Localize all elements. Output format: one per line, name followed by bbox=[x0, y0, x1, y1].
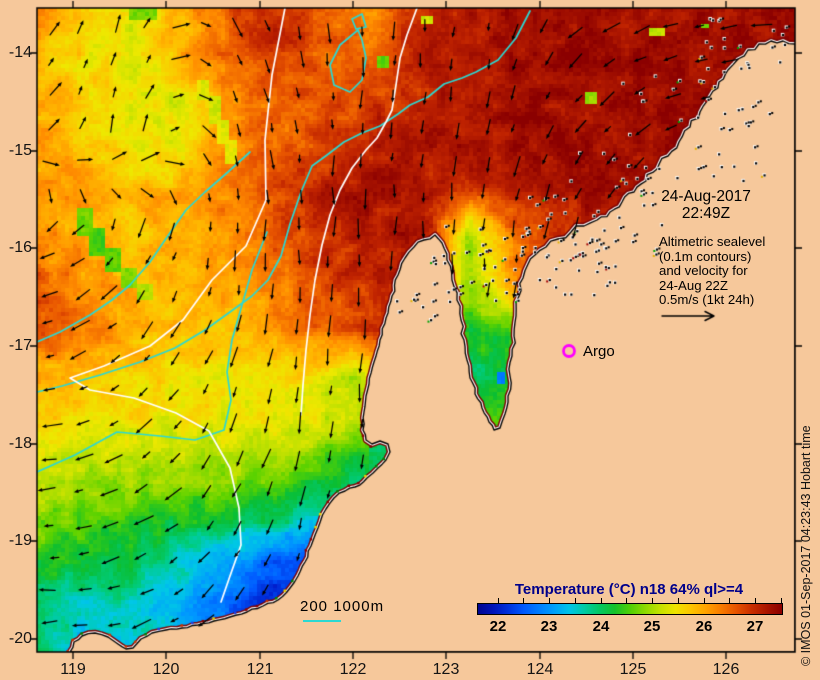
sealevel-info-line: and velocity for bbox=[659, 263, 748, 279]
y-tick-label: -17 bbox=[8, 337, 32, 354]
colorbar-tick-label: 23 bbox=[540, 618, 558, 635]
colorbar: Temperature (°C) n18 64% ql>=4 22 23 24 25 2… bbox=[477, 581, 783, 637]
timestamp-date: 24-Aug-2017 bbox=[661, 188, 751, 205]
colorbar-tick bbox=[601, 598, 602, 603]
x-tick-label: 121 bbox=[246, 661, 274, 678]
sealevel-info-line: Altimetric sealevel bbox=[659, 234, 766, 249]
colorbar-tick-label: 26 bbox=[695, 618, 713, 635]
colorbar-tick-label: 27 bbox=[746, 618, 764, 635]
x-tick-label: 120 bbox=[152, 661, 180, 678]
colorbar-tick bbox=[755, 598, 756, 603]
argo-label: Argo bbox=[583, 343, 615, 360]
colorbar-tick bbox=[781, 598, 782, 603]
timestamp-time: 22:49Z bbox=[681, 205, 731, 222]
x-tick-label: 124 bbox=[526, 661, 554, 678]
colorbar-tick bbox=[678, 598, 679, 603]
y-tick-label: -15 bbox=[8, 142, 32, 159]
y-tick-label: -16 bbox=[8, 239, 32, 256]
x-tick-label: 123 bbox=[432, 661, 460, 678]
y-tick-label: -19 bbox=[8, 532, 32, 549]
colorbar-tick bbox=[729, 598, 730, 603]
colorbar-tick bbox=[575, 598, 576, 603]
colorbar-tick bbox=[498, 598, 499, 603]
colorbar-tick bbox=[652, 598, 653, 603]
credit-text: © IMOS 01-Sep-2017 04:23:43 Hobart time bbox=[799, 425, 813, 666]
x-tick-label: 125 bbox=[619, 661, 647, 678]
colorbar-tick bbox=[523, 598, 524, 603]
colorbar-tick bbox=[549, 598, 550, 603]
sealevel-info-line: 24-Aug 22Z bbox=[659, 277, 728, 293]
colorbar-title: Temperature (°C) n18 64% ql>=4 bbox=[514, 581, 744, 598]
colorbar-tick-label: 24 bbox=[592, 618, 610, 635]
colorbar-tick-label: 22 bbox=[489, 618, 507, 635]
depth-contour-legend: 200 1000m bbox=[300, 598, 385, 615]
colorbar-tick-label: 25 bbox=[643, 618, 661, 635]
sealevel-info-line: 0.5m/s (1kt 24h) bbox=[659, 292, 755, 308]
depth-contour-line-sample bbox=[303, 620, 341, 622]
y-tick-label: -20 bbox=[8, 630, 32, 647]
x-tick-label: 126 bbox=[712, 661, 740, 678]
colorbar-gradient bbox=[477, 603, 783, 615]
colorbar-tick bbox=[704, 598, 705, 603]
y-tick-label: -14 bbox=[8, 44, 32, 61]
y-tick-label: -18 bbox=[8, 435, 32, 452]
x-tick-label: 119 bbox=[60, 661, 86, 678]
sealevel-info-text: Altimetric sealevel (0.1m contours) and ve… bbox=[659, 234, 766, 308]
colorbar-tick bbox=[626, 598, 627, 603]
sealevel-info-line: (0.1m contours) bbox=[659, 248, 752, 264]
x-tick-label: 122 bbox=[339, 661, 367, 678]
